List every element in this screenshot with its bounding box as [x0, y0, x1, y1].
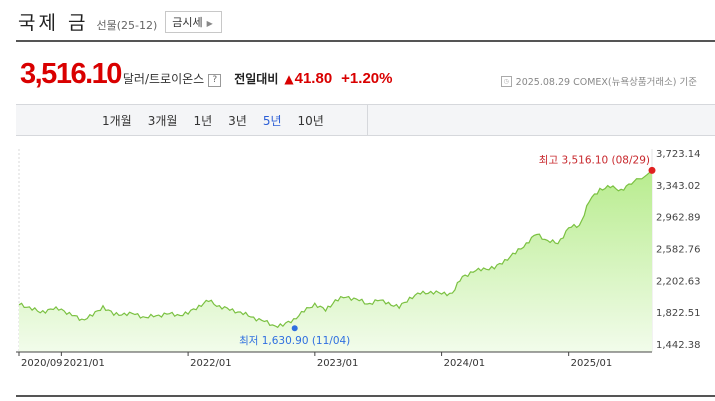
x-tick-label: 2022/01 [190, 358, 232, 369]
change-percent: +1.20% [341, 70, 393, 87]
max-marker [648, 166, 656, 174]
chevron-right-icon: ▶ [206, 19, 213, 28]
gold-price-button[interactable]: 금시세 ▶ [165, 11, 222, 33]
period-tabbar: 1개월 3개월 1년 3년 5년 10년 [16, 104, 715, 136]
tab-2[interactable]: 1년 [193, 113, 213, 128]
tab-4[interactable]: 5년 [262, 113, 282, 128]
x-tick-label: 2024/01 [444, 358, 486, 369]
period-tabs: 1개월 3개월 1년 3년 5년 10년 [102, 105, 324, 135]
series-area [19, 170, 652, 352]
y-tick-label: 1,442.38 [656, 340, 701, 351]
series-line [18, 169, 653, 329]
price-unit: 달러/트로이온스 [122, 72, 205, 86]
source-info: ◷ 2025.08.29 COMEX(뉴욕상품거래소) 기준 [500, 74, 697, 88]
y-tick-label: 2,582.76 [656, 245, 701, 256]
y-tick-label: 3,723.14 [656, 149, 701, 160]
gold-price-button-label: 금시세 [172, 16, 203, 29]
y-tick-label: 2,202.63 [656, 276, 701, 287]
y-tick-label: 3,343.02 [656, 181, 701, 192]
gold-price-chart: 2020/09 2021/01 2022/01 2023/01 2024/01 2025/… [16, 149, 701, 369]
title-row: 국제 금 선물(25-12) 금시세 ▶ [18, 8, 222, 36]
top-divider [16, 40, 715, 42]
source-text: 2025.08.29 COMEX(뉴욕상품거래소) 기준 [515, 77, 697, 88]
tab-divider [367, 105, 368, 135]
tab-0[interactable]: 1개월 [102, 113, 132, 128]
x-tick-label: 2023/01 [317, 358, 359, 369]
tab-5[interactable]: 10년 [297, 113, 324, 128]
clock-icon: ◷ [500, 75, 512, 87]
change-label: 전일대비 [234, 72, 279, 86]
bottom-divider [16, 395, 715, 397]
contract-subtitle: 선물(25-12) [96, 19, 158, 32]
max-label: 최고 3,516.10 (08/29) [539, 154, 650, 166]
current-price: 3,516.10 [20, 58, 122, 90]
up-arrow-icon: ▲ [284, 72, 294, 86]
y-tick-label: 2,962.89 [656, 213, 701, 224]
change-value: 41.80 [294, 70, 333, 87]
x-tick-label: 2025/01 [571, 358, 613, 369]
quote-row: 3,516.10 달러/트로이온스 ? 전일대비 ▲ 41.80 +1.20% [20, 58, 392, 91]
min-label: 최저 1,630.90 (11/04) [239, 335, 350, 347]
y-tick-label: 1,822.51 [656, 308, 701, 319]
tab-1[interactable]: 3개월 [147, 113, 178, 128]
x-tick-label: 2021/01 [63, 358, 105, 369]
min-marker [291, 325, 298, 332]
tab-3[interactable]: 3년 [228, 113, 247, 128]
page-title: 국제 금 [18, 12, 89, 34]
x-tick-label: 2020/09 [21, 358, 63, 369]
help-icon[interactable]: ? [208, 74, 222, 87]
